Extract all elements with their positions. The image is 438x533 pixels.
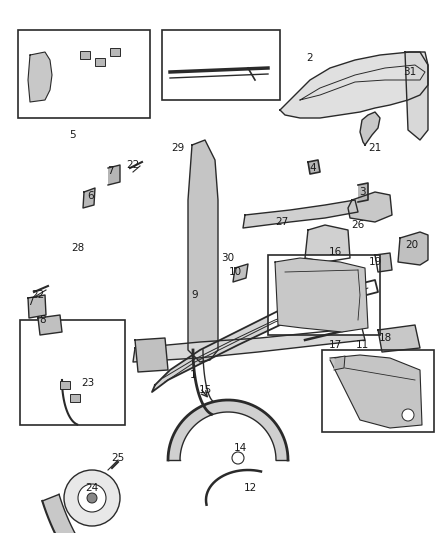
Bar <box>162 30 280 100</box>
Text: 21: 21 <box>368 143 381 153</box>
Text: 10: 10 <box>229 267 242 277</box>
Polygon shape <box>233 264 248 282</box>
Polygon shape <box>305 225 350 262</box>
Circle shape <box>78 484 106 512</box>
Text: 28: 28 <box>71 243 85 253</box>
Polygon shape <box>358 183 368 202</box>
Text: 16: 16 <box>328 247 342 257</box>
Polygon shape <box>168 400 288 460</box>
Text: 23: 23 <box>81 378 95 388</box>
Text: 30: 30 <box>222 253 235 263</box>
Text: 31: 31 <box>403 67 417 77</box>
Text: 26: 26 <box>351 220 364 230</box>
Text: 14: 14 <box>233 443 247 453</box>
Text: 25: 25 <box>111 453 125 463</box>
Polygon shape <box>348 192 392 222</box>
Polygon shape <box>375 253 392 272</box>
Text: 6: 6 <box>88 191 94 201</box>
Text: 3: 3 <box>359 187 365 197</box>
Polygon shape <box>398 232 428 265</box>
Text: 22: 22 <box>32 290 45 300</box>
Polygon shape <box>405 52 428 140</box>
Text: 9: 9 <box>192 290 198 300</box>
Circle shape <box>402 409 414 421</box>
Text: 4: 4 <box>310 163 316 173</box>
Polygon shape <box>275 258 368 332</box>
Text: 19: 19 <box>368 257 381 267</box>
Polygon shape <box>280 52 428 118</box>
Polygon shape <box>378 325 420 352</box>
Circle shape <box>64 470 120 526</box>
Text: 5: 5 <box>69 130 75 140</box>
Polygon shape <box>243 200 358 228</box>
Text: 22: 22 <box>127 160 140 170</box>
Polygon shape <box>330 355 422 428</box>
Polygon shape <box>38 315 62 335</box>
Polygon shape <box>360 112 380 145</box>
Text: 2: 2 <box>307 53 313 63</box>
Polygon shape <box>108 165 120 185</box>
Bar <box>110 48 120 56</box>
Polygon shape <box>83 188 95 208</box>
Bar <box>95 58 105 66</box>
Polygon shape <box>135 338 168 372</box>
Bar <box>20 320 125 425</box>
Text: 29: 29 <box>171 143 185 153</box>
Text: 1: 1 <box>190 370 196 380</box>
Bar <box>268 255 380 335</box>
Bar <box>70 394 80 402</box>
Text: 11: 11 <box>355 340 369 350</box>
Text: 27: 27 <box>276 217 289 227</box>
Text: 20: 20 <box>406 240 419 250</box>
Polygon shape <box>308 160 320 174</box>
Polygon shape <box>152 280 378 392</box>
Text: 8: 8 <box>40 315 46 325</box>
Polygon shape <box>28 52 52 102</box>
Bar <box>18 30 150 118</box>
Text: 7: 7 <box>27 297 33 307</box>
Polygon shape <box>188 140 218 362</box>
Bar <box>80 51 90 59</box>
Text: 15: 15 <box>198 385 212 395</box>
Text: 12: 12 <box>244 483 257 493</box>
Polygon shape <box>28 295 46 318</box>
Text: 17: 17 <box>328 340 342 350</box>
Text: 18: 18 <box>378 333 392 343</box>
Polygon shape <box>42 495 195 533</box>
Bar <box>60 381 70 389</box>
Text: 7: 7 <box>107 166 113 176</box>
Polygon shape <box>334 356 345 370</box>
Polygon shape <box>133 328 365 362</box>
Text: 24: 24 <box>85 483 99 493</box>
Circle shape <box>87 493 97 503</box>
Bar <box>322 350 434 432</box>
